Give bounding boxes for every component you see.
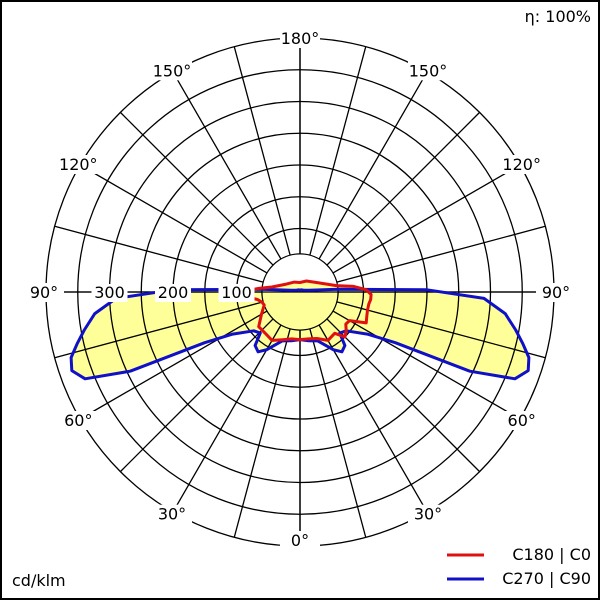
angle-label-bg [58, 411, 99, 430]
labels: η: 100% cd/klm 180° 150° 150° 120° 120° 90° 90… [12, 7, 591, 590]
angle-label: 60° [508, 411, 536, 430]
grid-ring [77, 69, 523, 515]
grid-ring [261, 253, 339, 331]
efficiency-label: η: 100% [525, 7, 591, 26]
radial-label-bg [155, 284, 191, 302]
angle-label-bg [536, 283, 576, 302]
radial-tick-label: 100 [221, 283, 252, 302]
radial-tick-label: 300 [94, 283, 125, 302]
grid-ring [140, 132, 460, 452]
grid-spoke [79, 310, 268, 420]
angle-label-bg [152, 504, 192, 524]
grid-spoke [326, 111, 481, 266]
angle-label: 0° [291, 531, 309, 550]
grid-spoke [332, 310, 521, 420]
grid-ring [204, 196, 396, 388]
angle-label-bg [280, 29, 320, 48]
unit-label: cd/klm [12, 571, 66, 590]
angle-label-bg [501, 411, 542, 430]
grid-spoke [233, 46, 291, 256]
angle-label: 150° [153, 61, 192, 80]
grid-spoke [336, 225, 546, 283]
angle-label-bg [152, 61, 192, 81]
radial-tick-label: 200 [158, 283, 189, 302]
grid-spoke [54, 301, 264, 359]
angle-label-bg [280, 531, 320, 550]
grid-spoke [326, 318, 481, 473]
grid-spoke [172, 71, 282, 260]
grid-spoke [79, 164, 268, 274]
angle-label: 120° [59, 155, 98, 174]
angle-label: 30° [414, 505, 442, 524]
grid-spoke [318, 71, 428, 260]
legend-label: C180 | C0 [512, 545, 591, 564]
legend: C180 | C0 C270 | C90 [447, 545, 591, 588]
angle-label-bg [501, 155, 542, 174]
angle-label-bg [24, 283, 64, 302]
angle-label: 30° [158, 505, 186, 524]
grid-spoke [336, 301, 546, 359]
grid-spoke [119, 111, 274, 266]
grid-spoke [119, 318, 274, 473]
angle-label: 90° [542, 283, 570, 302]
grid-spoke [332, 164, 521, 274]
legend-label: C270 | C90 [502, 569, 591, 588]
angle-label: 60° [64, 411, 92, 430]
angle-label: 180° [281, 29, 320, 48]
grid-spoke [172, 324, 282, 513]
angle-label-bg [408, 504, 448, 524]
radial-label-bg [91, 284, 128, 302]
angle-label: 120° [502, 155, 541, 174]
radial-label-bg [218, 284, 255, 302]
angle-label-bg [408, 61, 448, 81]
grid-spoke [54, 225, 264, 283]
grid-spoke [309, 328, 367, 538]
angle-label-bg [58, 155, 99, 174]
angle-label: 150° [409, 61, 448, 80]
grid-spoke [233, 328, 291, 538]
angle-label: 90° [30, 283, 58, 302]
grid-spoke [309, 46, 367, 256]
grid-spoke [318, 324, 428, 513]
